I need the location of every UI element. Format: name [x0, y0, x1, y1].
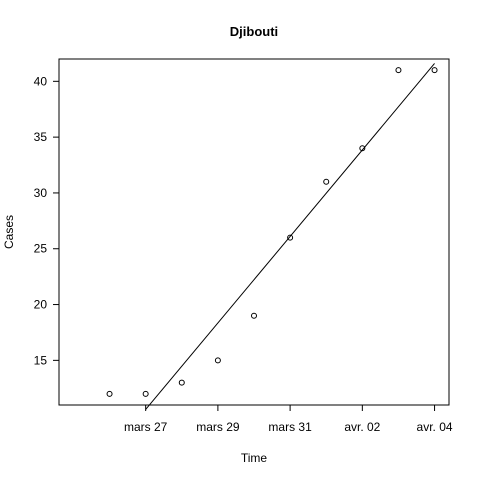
x-tick-label: mars 29 — [196, 420, 240, 434]
trend-line-group — [145, 63, 435, 410]
trend-line — [145, 63, 435, 410]
data-point — [359, 145, 366, 152]
y-tick-label: 25 — [34, 242, 48, 256]
data-point — [251, 312, 257, 319]
data-points — [106, 67, 438, 397]
y-tick-label: 15 — [34, 353, 48, 367]
y-axis: 15 20 25 30 35 40 — [34, 74, 59, 367]
y-tick-label: 40 — [34, 74, 48, 88]
data-point — [287, 234, 294, 241]
data-point — [106, 390, 113, 397]
x-tick-label: mars 27 — [124, 420, 168, 434]
data-point — [214, 357, 221, 364]
data-point — [178, 379, 185, 386]
y-axis-title: Cases — [2, 215, 16, 249]
x-axis-title: Time — [241, 451, 268, 465]
x-tick-label: avr. 04 — [417, 420, 453, 434]
y-tick-label: 30 — [34, 186, 48, 200]
y-tick-label: 20 — [34, 298, 48, 312]
data-point — [431, 67, 438, 74]
plot-frame — [58, 58, 450, 406]
x-axis: mars 27 mars 29 mars 31 avr. 02 avr. 04 — [124, 405, 453, 434]
data-point — [142, 390, 149, 397]
y-tick-label: 35 — [34, 130, 48, 144]
data-point — [323, 178, 330, 185]
data-point — [395, 67, 402, 74]
x-tick-label: mars 31 — [268, 420, 312, 434]
chart-title: Djibouti — [230, 24, 278, 39]
x-tick-label: avr. 02 — [344, 420, 380, 434]
